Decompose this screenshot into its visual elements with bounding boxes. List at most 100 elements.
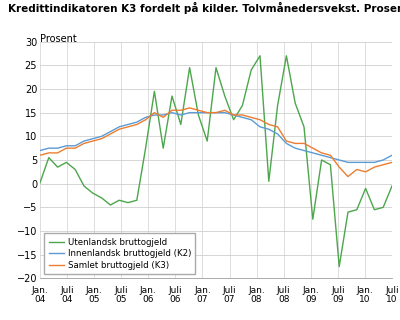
Innenlandsk bruttogjeld (K2) <box>354 160 359 164</box>
Samlet bruttogjeld (K3) <box>117 127 122 131</box>
Utenlandsk bruttogjeld <box>161 146 166 150</box>
Innenlandsk bruttogjeld (K2) <box>55 146 60 150</box>
Samlet bruttogjeld (K3) <box>337 165 342 169</box>
Samlet bruttogjeld (K3) <box>55 151 60 155</box>
Text: Jan.: Jan. <box>194 285 211 294</box>
Innenlandsk bruttogjeld (K2) <box>275 132 280 136</box>
Samlet bruttogjeld (K3) <box>73 146 78 150</box>
Utenlandsk bruttogjeld <box>284 54 289 58</box>
Samlet bruttogjeld (K3) <box>126 125 130 129</box>
Text: Jan.: Jan. <box>302 285 319 294</box>
Utenlandsk bruttogjeld <box>108 203 113 207</box>
Utenlandsk bruttogjeld <box>381 205 386 209</box>
Samlet bruttogjeld (K3) <box>266 123 271 126</box>
Innenlandsk bruttogjeld (K2) <box>372 160 377 164</box>
Utenlandsk bruttogjeld <box>38 181 42 185</box>
Samlet bruttogjeld (K3) <box>38 153 42 157</box>
Utenlandsk bruttogjeld <box>214 66 218 69</box>
Line: Utenlandsk bruttogjeld: Utenlandsk bruttogjeld <box>40 56 392 267</box>
Innenlandsk bruttogjeld (K2) <box>390 153 394 157</box>
Samlet bruttogjeld (K3) <box>381 163 386 167</box>
Innenlandsk bruttogjeld (K2) <box>99 134 104 138</box>
Text: 07: 07 <box>224 295 235 304</box>
Innenlandsk bruttogjeld (K2) <box>187 111 192 115</box>
Samlet bruttogjeld (K3) <box>222 108 227 112</box>
Utenlandsk bruttogjeld <box>310 217 315 221</box>
Text: Juli: Juli <box>168 285 182 294</box>
Samlet bruttogjeld (K3) <box>134 123 139 126</box>
Text: 04: 04 <box>61 295 73 304</box>
Text: 07: 07 <box>197 295 208 304</box>
Utenlandsk bruttogjeld <box>73 168 78 172</box>
Samlet bruttogjeld (K3) <box>363 170 368 174</box>
Samlet bruttogjeld (K3) <box>161 116 166 119</box>
Innenlandsk bruttogjeld (K2) <box>126 123 130 126</box>
Utenlandsk bruttogjeld <box>99 196 104 200</box>
Utenlandsk bruttogjeld <box>275 104 280 108</box>
Samlet bruttogjeld (K3) <box>372 165 377 169</box>
Utenlandsk bruttogjeld <box>46 156 51 160</box>
Text: Juli: Juli <box>60 285 74 294</box>
Innenlandsk bruttogjeld (K2) <box>302 148 306 152</box>
Innenlandsk bruttogjeld (K2) <box>214 111 218 115</box>
Utenlandsk bruttogjeld <box>126 201 130 204</box>
Utenlandsk bruttogjeld <box>117 198 122 202</box>
Innenlandsk bruttogjeld (K2) <box>293 146 298 150</box>
Utenlandsk bruttogjeld <box>354 208 359 212</box>
Samlet bruttogjeld (K3) <box>240 113 245 117</box>
Samlet bruttogjeld (K3) <box>82 141 86 145</box>
Innenlandsk bruttogjeld (K2) <box>337 158 342 162</box>
Samlet bruttogjeld (K3) <box>214 111 218 115</box>
Utenlandsk bruttogjeld <box>390 184 394 188</box>
Utenlandsk bruttogjeld <box>55 165 60 169</box>
Text: Jan.: Jan. <box>140 285 157 294</box>
Innenlandsk bruttogjeld (K2) <box>346 160 350 164</box>
Utenlandsk bruttogjeld <box>196 113 201 117</box>
Samlet bruttogjeld (K3) <box>319 151 324 155</box>
Innenlandsk bruttogjeld (K2) <box>381 158 386 162</box>
Text: 10: 10 <box>386 295 398 304</box>
Text: 06: 06 <box>170 295 181 304</box>
Innenlandsk bruttogjeld (K2) <box>64 144 69 148</box>
Samlet bruttogjeld (K3) <box>328 153 333 157</box>
Innenlandsk bruttogjeld (K2) <box>231 113 236 117</box>
Samlet bruttogjeld (K3) <box>346 175 350 179</box>
Text: Kredittindikatoren K3 fordelt på kilder. Tolvmånedersvekst. Prosent: Kredittindikatoren K3 fordelt på kilder.… <box>8 2 400 14</box>
Utenlandsk bruttogjeld <box>170 94 174 98</box>
Utenlandsk bruttogjeld <box>346 210 350 214</box>
Samlet bruttogjeld (K3) <box>196 108 201 112</box>
Samlet bruttogjeld (K3) <box>205 111 210 115</box>
Innenlandsk bruttogjeld (K2) <box>143 116 148 119</box>
Samlet bruttogjeld (K3) <box>258 118 262 122</box>
Utenlandsk bruttogjeld <box>134 198 139 202</box>
Line: Samlet bruttogjeld (K3): Samlet bruttogjeld (K3) <box>40 108 392 177</box>
Innenlandsk bruttogjeld (K2) <box>90 137 95 140</box>
Utenlandsk bruttogjeld <box>82 184 86 188</box>
Text: 09: 09 <box>305 295 316 304</box>
Samlet bruttogjeld (K3) <box>90 139 95 143</box>
Utenlandsk bruttogjeld <box>90 191 95 195</box>
Innenlandsk bruttogjeld (K2) <box>328 156 333 160</box>
Innenlandsk bruttogjeld (K2) <box>196 111 201 115</box>
Innenlandsk bruttogjeld (K2) <box>134 120 139 124</box>
Text: Jan.: Jan. <box>356 285 373 294</box>
Innenlandsk bruttogjeld (K2) <box>266 127 271 131</box>
Text: Juli: Juli <box>385 285 399 294</box>
Text: 04: 04 <box>34 295 46 304</box>
Utenlandsk bruttogjeld <box>64 160 69 164</box>
Utenlandsk bruttogjeld <box>328 163 333 167</box>
Utenlandsk bruttogjeld <box>363 187 368 190</box>
Text: 06: 06 <box>142 295 154 304</box>
Samlet bruttogjeld (K3) <box>99 137 104 140</box>
Innenlandsk bruttogjeld (K2) <box>319 153 324 157</box>
Utenlandsk bruttogjeld <box>222 94 227 98</box>
Utenlandsk bruttogjeld <box>205 139 210 143</box>
Samlet bruttogjeld (K3) <box>284 139 289 143</box>
Samlet bruttogjeld (K3) <box>170 108 174 112</box>
Innenlandsk bruttogjeld (K2) <box>258 125 262 129</box>
Samlet bruttogjeld (K3) <box>64 146 69 150</box>
Innenlandsk bruttogjeld (K2) <box>82 139 86 143</box>
Utenlandsk bruttogjeld <box>266 180 271 183</box>
Samlet bruttogjeld (K3) <box>187 106 192 110</box>
Text: 05: 05 <box>88 295 100 304</box>
